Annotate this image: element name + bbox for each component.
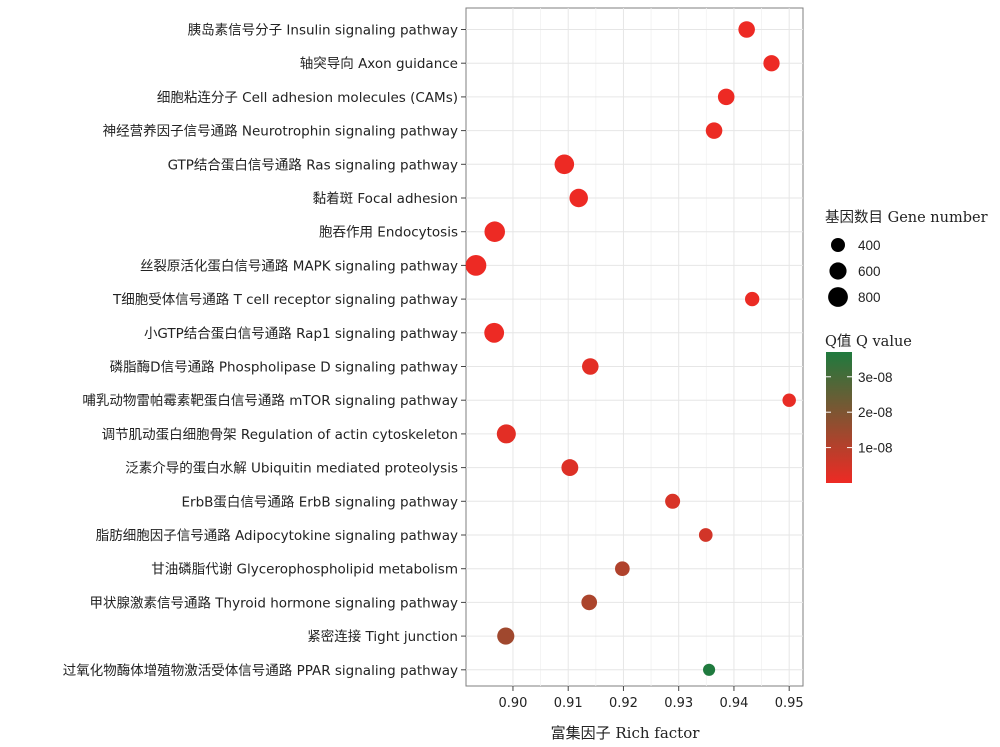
color-legend-bar — [826, 352, 852, 483]
data-point — [665, 493, 681, 509]
color-legend: Q值 Q value 1e-08 2e-08 3e-08 — [825, 333, 912, 483]
y-tick-label: 胰岛素信号分子 Insulin signaling pathway — [188, 23, 458, 39]
y-tick-label: 丝裂原活化蛋白信号通路 MAPK signaling pathway — [140, 258, 458, 274]
size-legend-key — [829, 262, 847, 280]
y-tick-label: 黏着斑 Focal adhesion — [313, 190, 458, 207]
y-tick-label: 甘油磷脂代谢 Glycerophospholipid metabolism — [151, 562, 458, 578]
data-point — [745, 291, 760, 307]
size-legend-key — [828, 287, 848, 307]
y-tick-label: GTP结合蛋白信号通路 Ras signaling pathway — [168, 157, 458, 173]
color-legend-ticks: 1e-08 2e-08 3e-08 — [826, 370, 893, 456]
y-tick-label: 神经营养因子信号通路 Neurotrophin signaling pathwa… — [103, 124, 458, 140]
data-points — [465, 21, 796, 676]
data-point — [484, 322, 505, 343]
y-tick-label: 细胞粘连分子 Cell adhesion molecules (CAMs) — [157, 90, 458, 106]
data-point — [582, 358, 599, 375]
y-tick-label: 甲状腺激素信号通路 Thyroid hormone signaling path… — [90, 595, 459, 611]
y-tick-label: 轴突导向 Axon guidance — [300, 56, 458, 72]
size-legend-title: 基因数目 Gene number — [825, 209, 988, 226]
y-tick-label: 泛素介导的蛋白水解 Ubiquitin mediated proteolysis — [125, 461, 458, 477]
data-point — [465, 255, 487, 276]
y-tick-label: 脂肪细胞因子信号通路 Adipocytokine signaling pathw… — [96, 528, 458, 544]
x-tick-label: 0.93 — [664, 696, 693, 711]
data-point — [782, 393, 796, 407]
color-legend-tick-label: 3e-08 — [858, 370, 893, 385]
x-axis-ticks: 0.90 0.91 0.92 0.93 0.94 0.95 — [498, 686, 804, 711]
x-tick-label: 0.90 — [498, 696, 527, 711]
data-point — [561, 459, 579, 477]
y-tick-label: T细胞受体信号通路 T cell receptor signaling path… — [112, 292, 458, 308]
data-point — [763, 55, 780, 72]
y-tick-label: 小GTP结合蛋白信号通路 Rap1 signaling pathway — [144, 326, 458, 342]
x-tick-label: 0.91 — [554, 696, 583, 711]
data-point — [738, 21, 755, 38]
y-tick-label: 哺乳动物雷帕霉素靶蛋白信号通路 mTOR signaling pathway — [82, 393, 458, 409]
data-point — [717, 88, 735, 106]
x-axis-title: 富集因子 Rich factor — [551, 724, 701, 742]
size-legend-label: 600 — [858, 264, 881, 279]
size-legend-label: 400 — [858, 238, 881, 253]
y-tick-label: ErbB蛋白信号通路 ErbB signaling pathway — [182, 494, 459, 510]
y-tick-label: 磷脂酶D信号通路 Phospholipase D signaling pathw… — [110, 360, 458, 376]
x-tick-label: 0.94 — [719, 696, 748, 711]
size-legend-label: 800 — [858, 290, 881, 305]
size-legend-items: 400 600 800 — [828, 238, 881, 307]
data-point — [569, 188, 588, 208]
data-point — [554, 154, 575, 175]
y-tick-label: 调节肌动蛋白细胞骨架 Regulation of actin cytoskele… — [102, 427, 458, 443]
data-point — [581, 594, 598, 611]
data-point — [497, 627, 515, 645]
data-point — [705, 122, 723, 139]
plot-panel — [465, 7, 804, 687]
color-legend-tick-label: 2e-08 — [858, 405, 893, 420]
y-tick-label: 过氧化物酶体增殖物激活受体信号通路 PPAR signaling pathway — [63, 662, 458, 679]
grid-lines — [466, 8, 803, 686]
y-tick-label: 胞吞作用 Endocytosis — [319, 225, 458, 241]
size-legend: 基因数目 Gene number 400 600 800 — [825, 209, 988, 307]
color-legend-tick-label: 1e-08 — [858, 441, 893, 456]
data-point — [698, 528, 713, 542]
x-tick-label: 0.92 — [609, 696, 638, 711]
data-point — [484, 221, 505, 242]
y-axis-labels: 胰岛素信号分子 Insulin signaling pathway 轴突导向 Ax… — [63, 23, 466, 679]
data-point — [496, 424, 516, 444]
x-tick-label: 0.95 — [775, 696, 804, 711]
data-point — [615, 561, 630, 577]
data-point — [703, 663, 716, 676]
size-legend-key — [831, 238, 845, 252]
color-legend-title: Q值 Q value — [825, 333, 912, 350]
y-tick-label: 紧密连接 Tight junction — [307, 628, 458, 645]
